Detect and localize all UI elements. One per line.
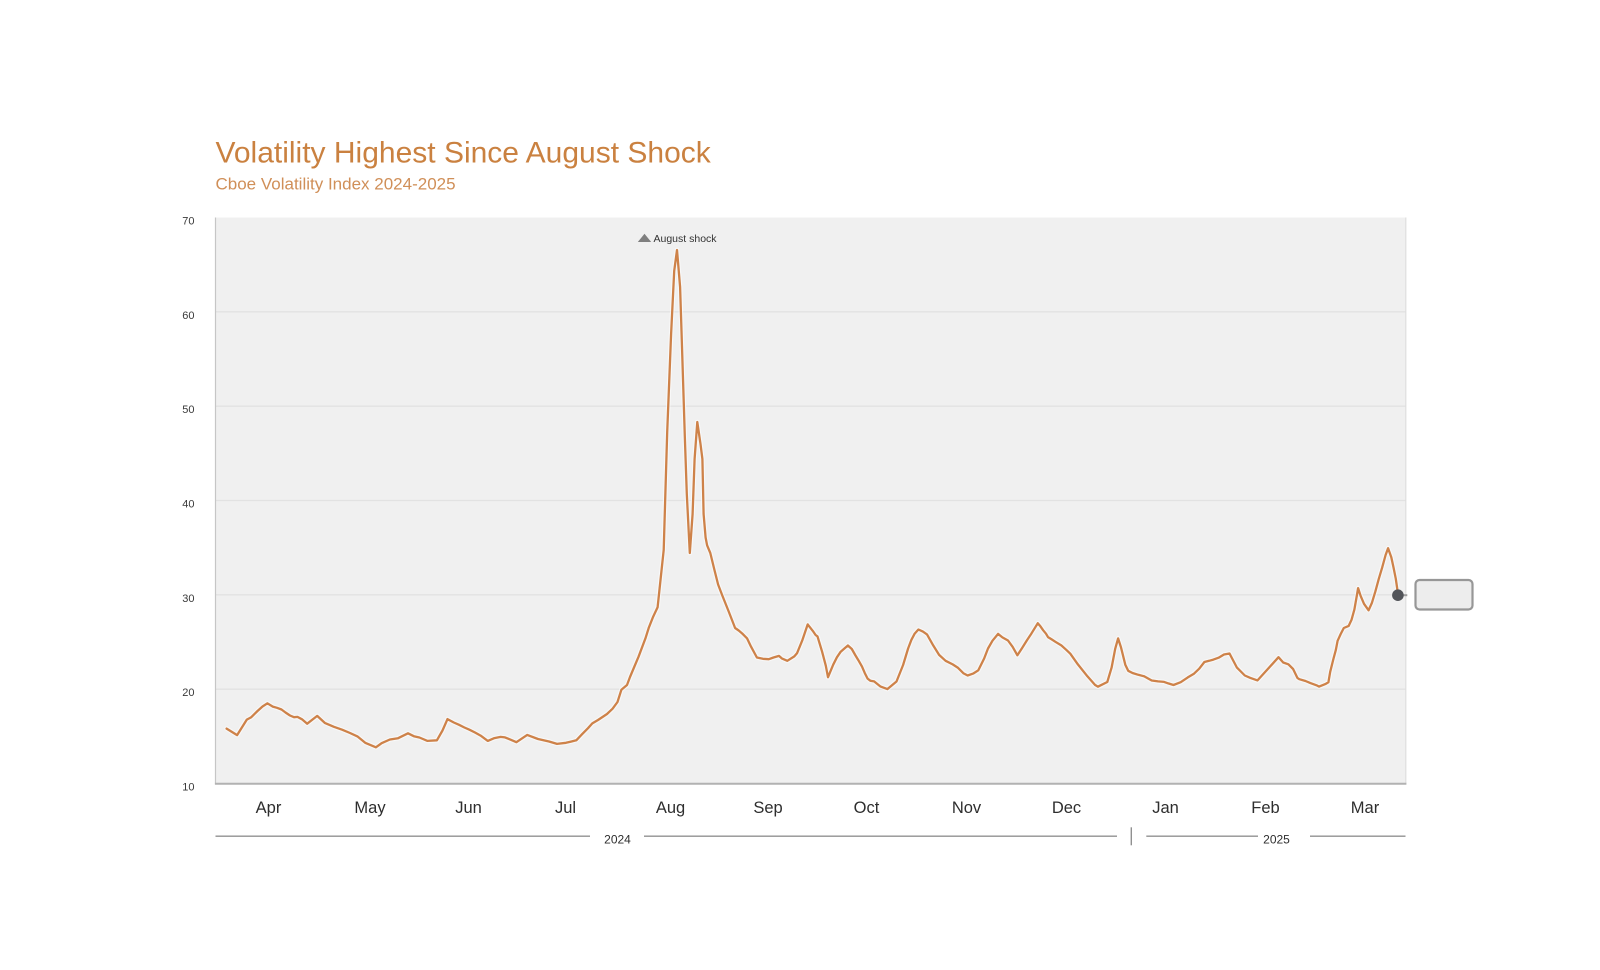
- svg-text:Oct: Oct: [854, 799, 880, 817]
- svg-text:Aug: Aug: [656, 799, 685, 817]
- svg-text:Apr: Apr: [256, 799, 282, 817]
- svg-text:70: 70: [182, 216, 194, 228]
- svg-text:Cboe Volatility Index 2024-202: Cboe Volatility Index 2024-2025: [216, 175, 456, 194]
- svg-text:2025: 2025: [1263, 833, 1290, 847]
- svg-text:Jan: Jan: [1152, 799, 1179, 817]
- svg-text:Volatility Highest Since Augus: Volatility Highest Since August Shock: [216, 137, 712, 170]
- svg-text:Dec: Dec: [1052, 799, 1081, 817]
- svg-text:50: 50: [182, 404, 194, 416]
- svg-text:20: 20: [182, 687, 194, 699]
- svg-text:Nov: Nov: [952, 799, 982, 817]
- svg-text:Jun: Jun: [455, 799, 482, 817]
- svg-text:60: 60: [182, 310, 194, 322]
- svg-text:August shock: August shock: [654, 233, 718, 245]
- svg-text:2024: 2024: [604, 833, 631, 847]
- svg-text:Feb: Feb: [1251, 799, 1279, 817]
- svg-text:May: May: [354, 799, 386, 817]
- svg-text:Sep: Sep: [753, 799, 782, 817]
- svg-text:30: 30: [182, 593, 194, 605]
- svg-text:40: 40: [182, 499, 194, 511]
- svg-text:Jul: Jul: [555, 799, 576, 817]
- svg-text:Mar: Mar: [1351, 799, 1380, 817]
- svg-text:10: 10: [182, 782, 194, 794]
